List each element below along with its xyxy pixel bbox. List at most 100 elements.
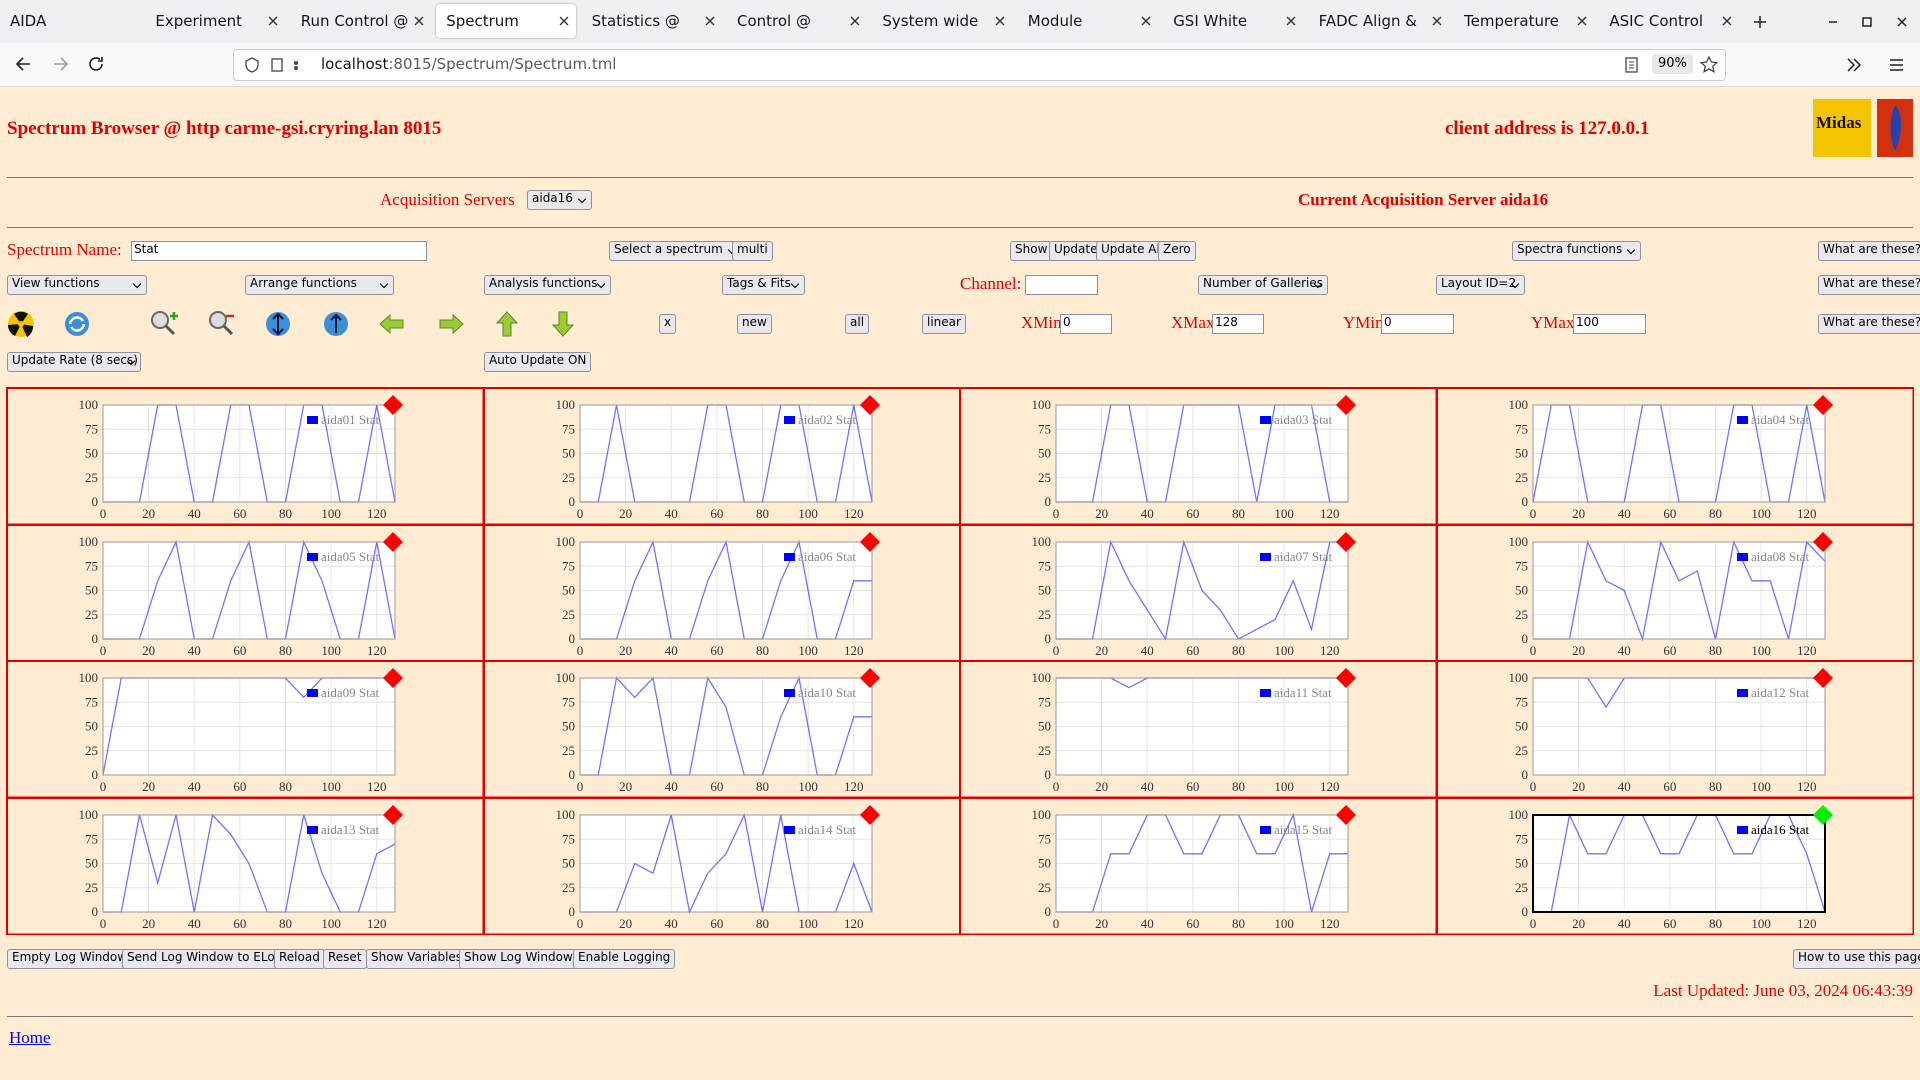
url-box[interactable]: localhost:8015/Spectrum/Spectrum.tml 90% — [233, 49, 1726, 81]
browser-tab[interactable]: Module Settings — [1020, 4, 1160, 38]
footer-button[interactable]: Send Log Window to ELog — [122, 949, 288, 969]
browser-tab[interactable]: GSI White Rabbit — [1165, 4, 1305, 38]
refresh-icon[interactable] — [65, 312, 89, 336]
browser-tab[interactable]: Control @ carme — [729, 4, 869, 38]
browser-tab[interactable]: Run Control @ c — [293, 4, 433, 38]
back-icon[interactable] — [15, 57, 30, 71]
browser-tab[interactable]: Spectrum Brows — [438, 4, 578, 38]
ymin-input[interactable]: 0 — [1381, 314, 1454, 334]
down-arrow-icon[interactable] — [551, 311, 575, 337]
tab-close-icon[interactable] — [704, 15, 716, 27]
help-button[interactable]: What are these? — [1818, 241, 1920, 261]
browser-tab[interactable]: ASIC Control @ — [1601, 4, 1741, 38]
spectrum-panel[interactable]: 0 25 50 75 100 0 20 40 60 80 100 120 aida14 Stat — [482, 796, 962, 936]
bookmark-icon[interactable] — [1700, 56, 1718, 74]
footer-button[interactable]: Reload — [274, 949, 325, 969]
arrange-functions-select[interactable]: Arrange functions — [245, 275, 394, 295]
tab-close-icon[interactable] — [1140, 15, 1152, 27]
update-rate-select[interactable]: Update Rate (8 secs) — [7, 352, 141, 372]
select-spectrum[interactable]: Select a spectrum — [609, 241, 742, 261]
browser-tab[interactable]: Temperature and — [1456, 4, 1596, 38]
update-all-button[interactable]: Update All — [1096, 241, 1169, 261]
browser-tab[interactable]: Statistics @ carm — [584, 4, 724, 38]
expand-y-icon[interactable] — [266, 312, 290, 336]
radiation-icon[interactable] — [7, 311, 34, 337]
ymax-input[interactable]: 100 — [1573, 314, 1646, 334]
new-tab-icon[interactable] — [1754, 16, 1766, 28]
update-button[interactable]: Update — [1049, 241, 1103, 261]
spectrum-panel[interactable]: 0 25 50 75 100 0 20 40 60 80 100 120 aida15 Stat — [959, 796, 1438, 936]
spectrum-panel[interactable]: 0 25 50 75 100 0 20 40 60 80 100 120 aida04 Stat — [1435, 387, 1915, 526]
spectrum-panel[interactable]: 0 25 50 75 100 0 20 40 60 80 100 120 aida09 Stat — [6, 660, 485, 799]
spectrum-panel[interactable]: 0 25 50 75 100 0 20 40 60 80 100 120 aida03 Stat — [959, 387, 1438, 526]
browser-tab[interactable]: System wide Che — [874, 4, 1014, 38]
all-button[interactable]: all — [845, 314, 870, 334]
galleries-select[interactable]: Number of Galleries — [1198, 275, 1328, 295]
shrink-y-icon[interactable] — [324, 312, 348, 336]
footer-button[interactable]: Enable Logging — [573, 949, 676, 969]
reload-icon[interactable] — [89, 57, 103, 71]
tab-close-icon[interactable] — [558, 15, 570, 27]
spectrum-panel[interactable]: 0 25 50 75 100 0 20 40 60 80 100 120 aida01 Stat — [6, 387, 485, 526]
show-button[interactable]: Show — [1010, 241, 1053, 261]
spectra-functions-select[interactable]: Spectra functions — [1512, 241, 1642, 261]
footer-button[interactable]: Show Variables — [366, 949, 468, 969]
tab-close-icon[interactable] — [413, 15, 425, 27]
layout-select[interactable]: Layout ID=2 — [1436, 275, 1525, 295]
spectrum-panel[interactable]: 0 25 50 75 100 0 20 40 60 80 100 120 aida05 Stat — [6, 523, 485, 663]
footer-button[interactable]: Empty Log Window — [7, 949, 133, 969]
reader-icon[interactable] — [1624, 57, 1640, 73]
spectrum-panel[interactable]: 0 25 50 75 100 0 20 40 60 80 100 120 aida02 Stat — [482, 387, 962, 526]
multi-button[interactable]: multi — [732, 241, 773, 261]
footer-button[interactable]: Show Log Window — [459, 949, 578, 969]
zoom-out-icon[interactable] — [209, 311, 234, 336]
xmin-input[interactable]: 0 — [1060, 314, 1112, 334]
app-menu-icon[interactable] — [1890, 59, 1903, 71]
view-functions-select[interactable]: View functions — [7, 275, 147, 295]
browser-tab[interactable]: Experiment Cont — [147, 4, 287, 38]
tab-close-icon[interactable] — [1285, 15, 1297, 27]
spectrum-panel[interactable]: 0 25 50 75 100 0 20 40 60 80 100 120 aida16 Stat — [1435, 796, 1915, 936]
browser-tab[interactable]: AIDA — [2, 4, 142, 38]
zoom-indicator[interactable]: 90% — [1652, 54, 1693, 74]
spectrum-panel[interactable]: 0 25 50 75 100 0 20 40 60 80 100 120 aida10 Stat — [482, 660, 962, 799]
x-tick-label: 40 — [1617, 779, 1630, 794]
xmax-input[interactable]: 128 — [1212, 314, 1264, 334]
auto-update-button[interactable]: Auto Update ON — [484, 352, 592, 372]
footer-button[interactable]: Reset — [323, 949, 367, 969]
spectrum-panel[interactable]: 0 25 50 75 100 0 20 40 60 80 100 120 aida07 Stat — [959, 523, 1438, 663]
browser-tab[interactable]: FADC Align & Co — [1311, 4, 1451, 38]
left-arrow-icon[interactable] — [379, 313, 404, 335]
tab-close-icon[interactable] — [1431, 15, 1443, 27]
spectrum-panel[interactable]: 0 25 50 75 100 0 20 40 60 80 100 120 aida08 Stat — [1435, 523, 1915, 663]
acq-server-select[interactable]: aida16 — [527, 190, 592, 210]
tags-fits-select[interactable]: Tags & Fits — [722, 275, 805, 295]
help-button[interactable]: What are these? — [1818, 275, 1920, 295]
zero-button[interactable]: Zero — [1158, 241, 1196, 261]
help-button[interactable]: What are these? — [1818, 314, 1920, 334]
linear-button[interactable]: linear — [922, 314, 966, 334]
right-arrow-icon[interactable] — [439, 313, 464, 335]
analysis-functions-select[interactable]: Analysis functions — [484, 275, 611, 295]
spectrum-panel[interactable]: 0 25 50 75 100 0 20 40 60 80 100 120 aida11 Stat — [959, 660, 1438, 799]
tab-close-icon[interactable] — [1576, 15, 1588, 27]
close-window-icon[interactable] — [1897, 17, 1907, 27]
maximize-icon[interactable] — [1862, 17, 1872, 27]
spectrum-panel[interactable]: 0 25 50 75 100 0 20 40 60 80 100 120 aida13 Stat — [6, 796, 485, 936]
up-arrow-icon[interactable] — [495, 311, 519, 337]
tab-close-icon[interactable] — [849, 15, 861, 27]
x-button[interactable]: x — [659, 314, 677, 334]
how-to-button[interactable]: How to use this page — [1793, 949, 1920, 969]
zoom-in-icon[interactable] — [151, 311, 178, 336]
overflow-icon[interactable] — [1847, 58, 1862, 72]
tab-close-icon[interactable] — [267, 15, 279, 27]
home-link[interactable]: Home — [9, 1028, 51, 1047]
forward-icon[interactable] — [54, 57, 69, 71]
tab-close-icon[interactable] — [994, 15, 1006, 27]
channel-input[interactable] — [1025, 275, 1098, 295]
spectrum-panel[interactable]: 0 25 50 75 100 0 20 40 60 80 100 120 aida12 Stat — [1435, 660, 1915, 799]
tab-close-icon[interactable] — [1721, 15, 1733, 27]
spectrum-name-input[interactable]: Stat — [131, 241, 427, 261]
new-button[interactable]: new — [737, 314, 772, 334]
spectrum-panel[interactable]: 0 25 50 75 100 0 20 40 60 80 100 120 aida06 Stat — [482, 523, 962, 663]
